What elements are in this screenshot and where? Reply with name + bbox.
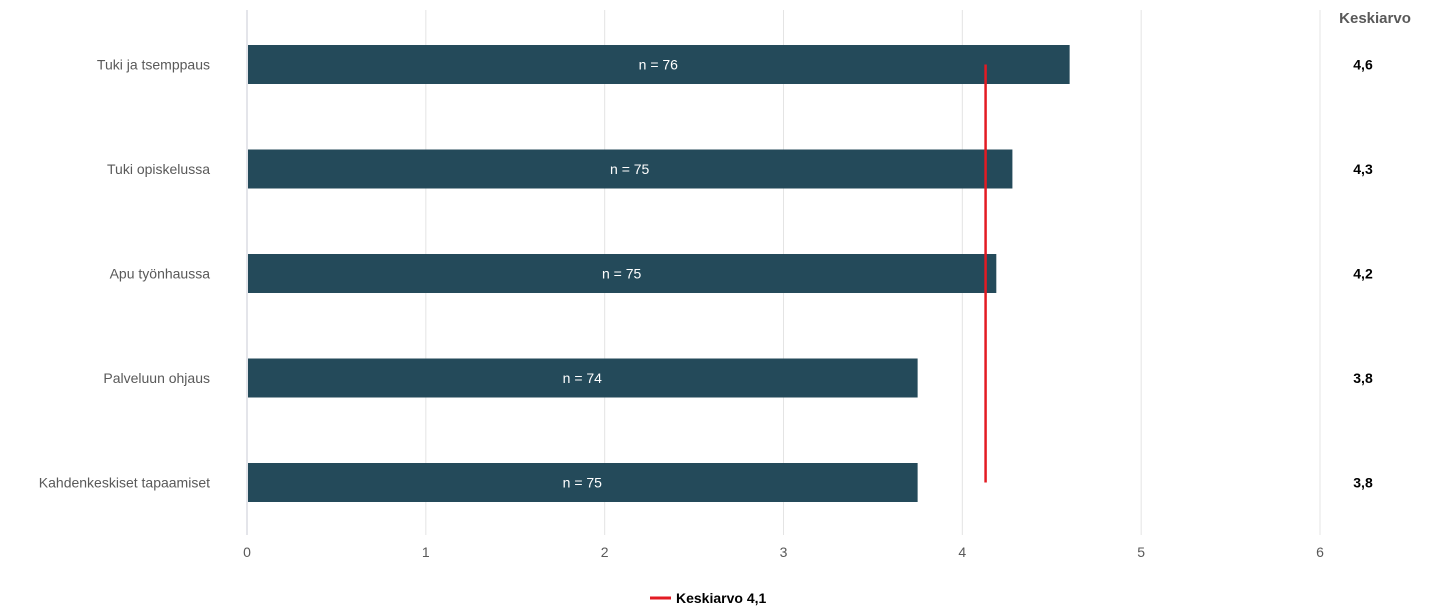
average-column-header: Keskiarvo	[1339, 10, 1411, 27]
x-tick-label: 2	[601, 544, 609, 560]
x-axis-tick-labels: 0 1 2 3 4 5 6	[243, 544, 1324, 560]
x-tick-label: 1	[422, 544, 430, 560]
category-label: Kahdenkeskiset tapaamiset	[39, 475, 210, 491]
n-label: n = 75	[563, 475, 603, 491]
average-value: 3,8	[1353, 370, 1373, 386]
average-values: 4,6 4,3 4,2 3,8 3,8	[1353, 57, 1373, 491]
x-tick-label: 3	[780, 544, 788, 560]
category-label: Tuki opiskelussa	[107, 161, 210, 177]
n-labels: n = 76 n = 75 n = 75 n = 74 n = 75	[563, 57, 679, 491]
average-value: 4,3	[1353, 161, 1373, 177]
bar	[248, 463, 918, 502]
category-label: Palveluun ohjaus	[103, 370, 210, 386]
bar	[248, 254, 997, 293]
x-tick-label: 6	[1316, 544, 1324, 560]
legend-label: Keskiarvo 4,1	[676, 590, 766, 606]
bars	[248, 45, 1070, 502]
n-label: n = 74	[563, 370, 603, 386]
x-tick-label: 0	[243, 544, 251, 560]
n-label: n = 75	[602, 266, 642, 282]
x-tick-label: 5	[1137, 544, 1145, 560]
category-labels: Tuki ja tsemppaus Tuki opiskelussa Apu työ…	[39, 57, 210, 491]
category-label: Tuki ja tsemppaus	[97, 57, 210, 73]
bar	[248, 149, 1013, 189]
bar	[248, 358, 918, 398]
x-tick-label: 4	[958, 544, 966, 560]
average-value: 4,2	[1353, 266, 1373, 282]
n-label: n = 76	[639, 57, 679, 73]
category-label: Apu työnhaussa	[110, 266, 211, 282]
bar	[248, 45, 1070, 84]
average-value: 3,8	[1353, 475, 1373, 491]
average-value: 4,6	[1353, 57, 1373, 73]
n-label: n = 75	[610, 161, 650, 177]
legend: Keskiarvo 4,1	[650, 590, 766, 606]
